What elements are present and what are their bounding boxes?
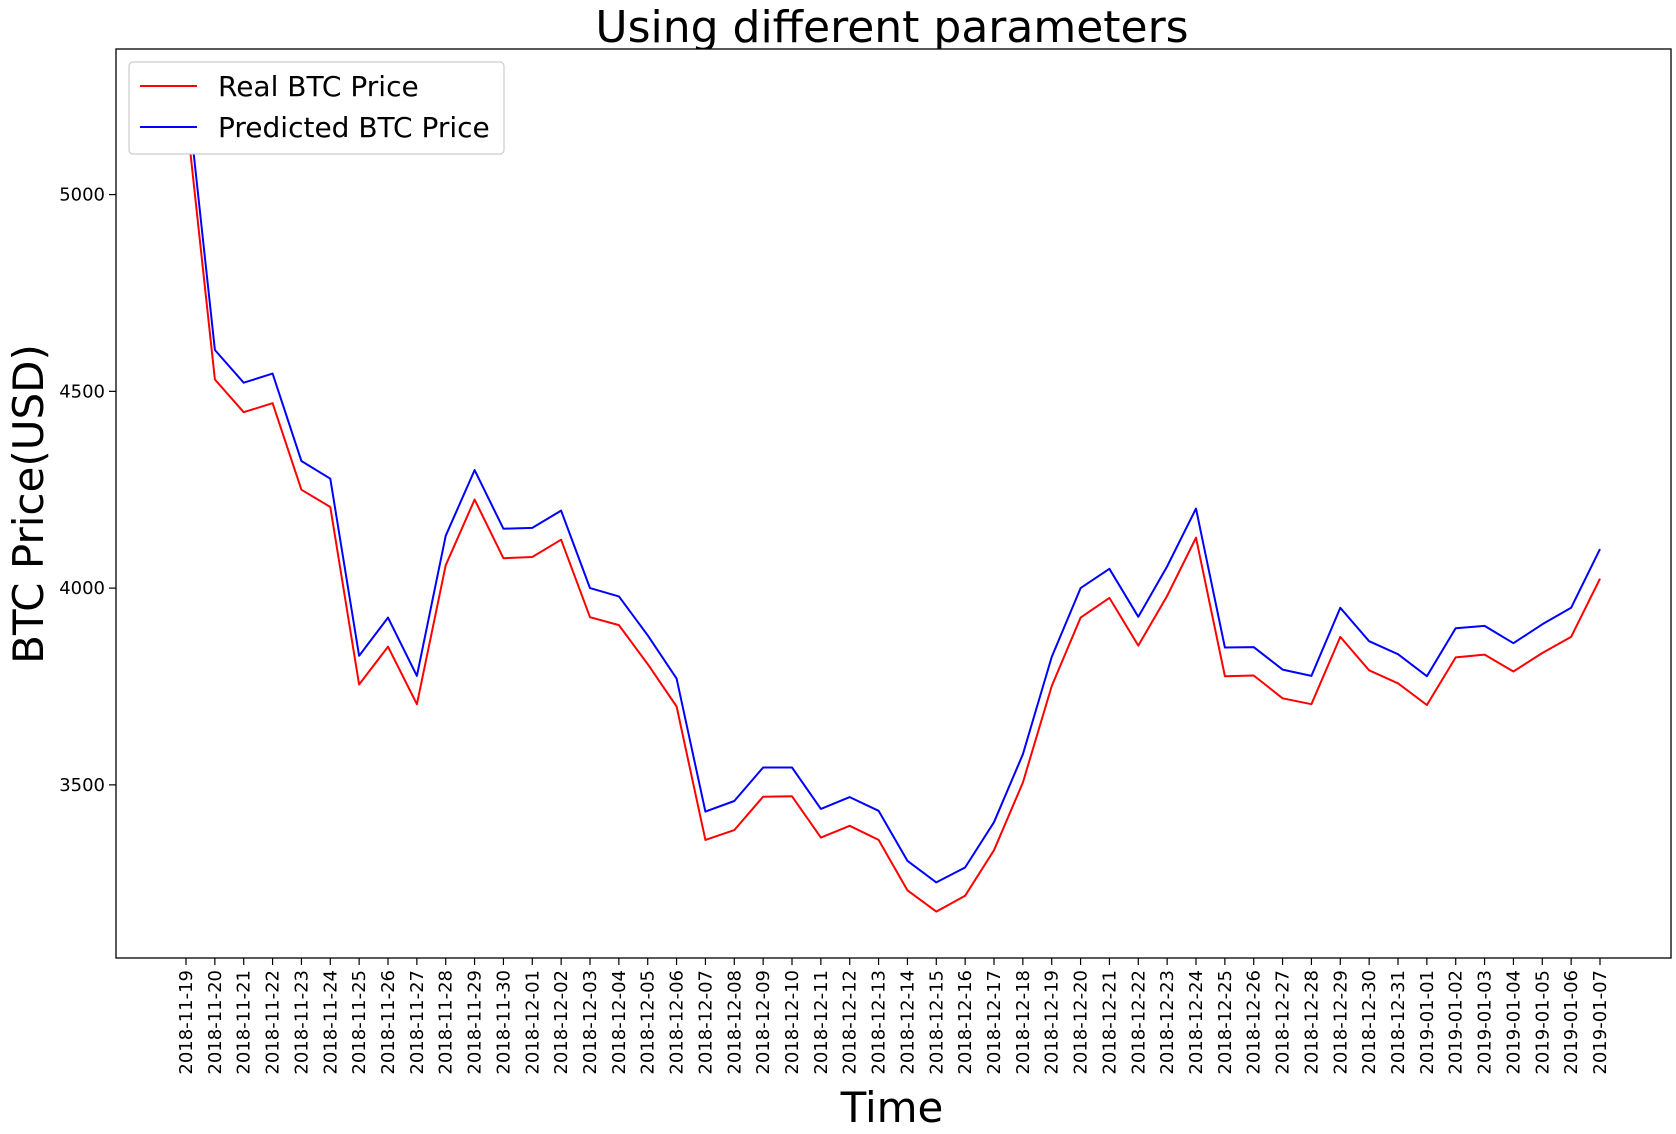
x-tick-label: 2018-12-06	[667, 970, 688, 1075]
y-tick-label: 4500	[59, 381, 105, 402]
x-tick-label: 2019-01-01	[1417, 970, 1438, 1075]
x-tick-label: 2018-11-23	[291, 970, 312, 1075]
x-tick-label: 2019-01-05	[1532, 970, 1553, 1075]
x-tick-label: 2018-12-25	[1215, 970, 1236, 1075]
x-axis: 2018-11-19 2018-11-20 2018-11-21 2018-11-22…	[176, 958, 1611, 1075]
legend-label-real: Real BTC Price	[218, 70, 419, 103]
x-tick-label: 2018-12-26	[1244, 970, 1265, 1075]
x-tick-label: 2018-12-11	[811, 970, 832, 1075]
y-tick-label: 3500	[59, 775, 105, 796]
x-tick-label: 2018-12-28	[1301, 970, 1322, 1075]
x-tick-label: 2018-12-30	[1359, 970, 1380, 1075]
y-axis: 3500 4000 4500 5000	[59, 185, 116, 796]
x-tick-label: 2018-12-23	[1157, 970, 1178, 1075]
x-tick-label: 2018-11-22	[263, 970, 284, 1075]
x-tick-label: 2018-12-04	[609, 970, 630, 1075]
x-tick-label: 2019-01-03	[1475, 970, 1496, 1075]
x-tick-label: 2018-11-27	[407, 970, 428, 1075]
x-tick-label: 2018-12-12	[840, 970, 861, 1075]
x-tick-label: 2018-12-18	[1013, 970, 1034, 1075]
x-tick-label: 2018-12-19	[1042, 970, 1063, 1075]
x-tick-label: 2018-12-21	[1099, 970, 1120, 1075]
chart-title: Using different parameters	[595, 2, 1188, 53]
plot-area	[115, 48, 1672, 959]
x-tick-label: 2018-12-31	[1388, 970, 1409, 1075]
x-tick-label: 2018-12-09	[753, 970, 774, 1075]
x-tick-label: 2018-12-16	[955, 970, 976, 1075]
x-tick-label: 2018-12-01	[522, 970, 543, 1075]
x-tick-label: 2018-11-30	[493, 970, 514, 1075]
x-tick-label: 2018-12-24	[1186, 970, 1207, 1075]
x-tick-label: 2018-12-03	[580, 970, 601, 1075]
x-tick-label: 2018-11-28	[436, 970, 457, 1075]
y-tick-label: 4000	[59, 578, 105, 599]
x-tick-label: 2018-12-20	[1071, 970, 1092, 1075]
x-tick-label: 2018-11-19	[176, 970, 197, 1075]
x-tick-label: 2018-12-27	[1273, 970, 1294, 1075]
legend: Real BTC Price Predicted BTC Price	[128, 61, 505, 155]
x-tick-label: 2019-01-07	[1590, 970, 1611, 1075]
y-tick-label: 5000	[59, 185, 105, 206]
x-tick-label: 2018-11-29	[465, 970, 486, 1075]
x-tick-label: 2018-11-24	[320, 970, 341, 1075]
x-tick-label: 2018-12-02	[551, 970, 572, 1075]
x-tick-label: 2018-11-20	[205, 970, 226, 1075]
series-line-predicted	[185, 82, 1601, 884]
x-tick-label: 2018-12-07	[695, 970, 716, 1075]
x-tick-label: 2018-12-14	[897, 970, 918, 1075]
x-tick-label: 2018-12-15	[926, 970, 947, 1075]
x-tick-label: 2018-12-10	[782, 970, 803, 1075]
legend-label-predicted: Predicted BTC Price	[218, 111, 490, 144]
x-tick-label: 2018-11-26	[378, 970, 399, 1075]
y-axis-label: BTC Price(USD)	[4, 344, 53, 664]
x-tick-label: 2018-12-29	[1330, 970, 1351, 1075]
series-line-real	[185, 111, 1601, 913]
legend-box	[128, 61, 505, 155]
x-tick-label: 2018-12-05	[638, 970, 659, 1075]
x-tick-label: 2019-01-04	[1503, 970, 1524, 1075]
x-tick-label: 2019-01-06	[1561, 970, 1582, 1075]
series-lines	[185, 82, 1601, 913]
x-tick-label: 2018-12-08	[724, 970, 745, 1075]
x-axis-label: Time	[840, 1083, 944, 1132]
x-tick-label: 2018-11-21	[234, 970, 255, 1075]
x-tick-label: 2018-12-13	[869, 970, 890, 1075]
x-tick-label: 2018-12-17	[984, 970, 1005, 1075]
x-tick-label: 2018-11-25	[349, 970, 370, 1075]
x-tick-label: 2019-01-02	[1446, 970, 1467, 1075]
x-tick-label: 2018-12-22	[1128, 970, 1149, 1075]
